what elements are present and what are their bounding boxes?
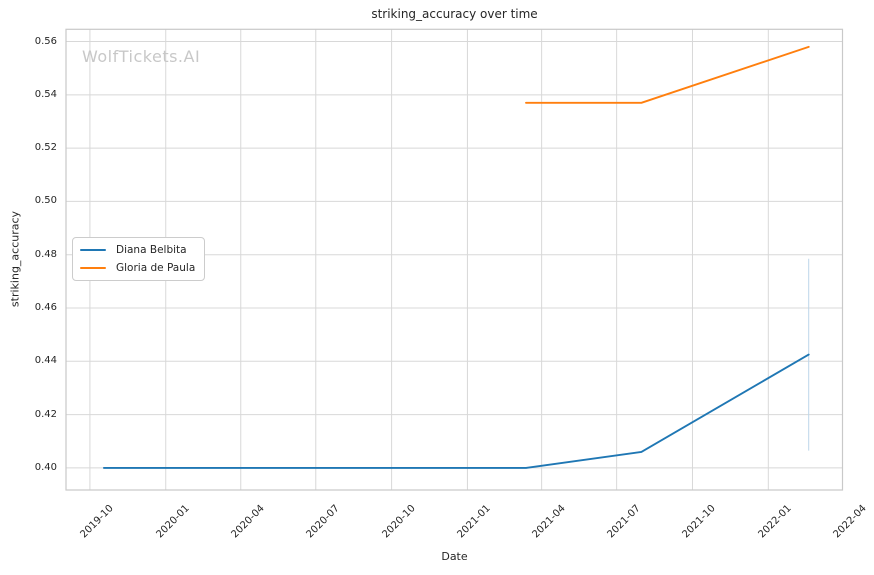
y-tick-label: 0.50 xyxy=(34,195,57,207)
x-axis-label: Date xyxy=(441,550,468,563)
legend: Diana Belbita Gloria de Paula xyxy=(72,237,206,281)
y-tick-label: 0.52 xyxy=(34,142,57,154)
legend-label: Diana Belbita xyxy=(116,244,187,256)
plot-frame xyxy=(65,28,844,491)
legend-line-swatch xyxy=(80,267,106,269)
legend-label: Gloria de Paula xyxy=(116,262,196,274)
y-tick-label: 0.42 xyxy=(34,408,57,420)
series-line-gloria-de-paula xyxy=(525,45,810,104)
watermark: WolfTickets.AI xyxy=(82,47,201,66)
y-tick-label: 0.48 xyxy=(34,248,57,260)
y-tick-label: 0.54 xyxy=(34,88,57,100)
y-tick-label: 0.44 xyxy=(34,355,57,367)
y-tick-label: 0.46 xyxy=(34,302,57,313)
legend-line-swatch xyxy=(80,249,106,251)
y-tick-label: 0.56 xyxy=(34,35,57,47)
legend-item-diana-belbita: Diana Belbita xyxy=(80,242,195,258)
chart-title: striking_accuracy over time xyxy=(371,7,538,21)
series-line-diana-belbita xyxy=(102,353,810,469)
y-tick-label: 0.40 xyxy=(34,461,57,473)
legend-item-gloria-de-paula: Gloria de Paula xyxy=(80,260,195,276)
